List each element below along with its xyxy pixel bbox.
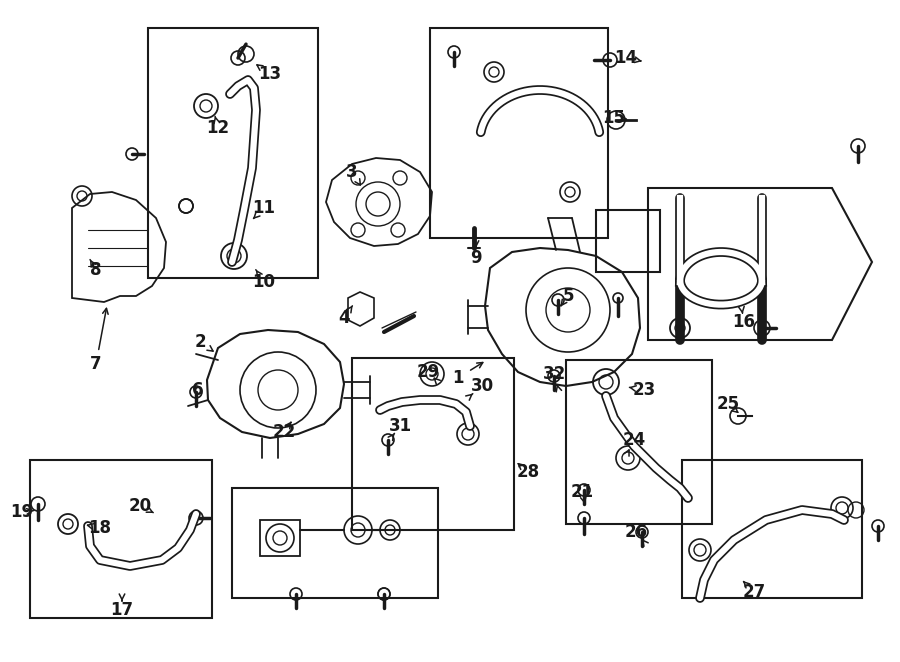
Text: 6: 6 <box>193 381 203 399</box>
Text: 17: 17 <box>111 601 133 619</box>
Bar <box>596 210 660 272</box>
Text: 31: 31 <box>389 417 411 435</box>
Text: 23: 23 <box>633 381 655 399</box>
Text: 32: 32 <box>543 365 565 383</box>
Text: 16: 16 <box>733 313 755 331</box>
Text: 2: 2 <box>194 333 206 351</box>
Text: 28: 28 <box>517 463 540 481</box>
Text: 14: 14 <box>615 49 637 67</box>
Text: 19: 19 <box>11 503 33 521</box>
Text: 5: 5 <box>562 287 574 305</box>
Text: 26: 26 <box>625 523 648 541</box>
Text: 24: 24 <box>623 431 645 449</box>
Text: 13: 13 <box>258 65 282 83</box>
Text: 29: 29 <box>417 363 439 381</box>
Bar <box>430 28 608 238</box>
Text: 7: 7 <box>90 355 102 373</box>
Text: 27: 27 <box>742 583 766 601</box>
Text: 4: 4 <box>338 309 350 327</box>
Text: 25: 25 <box>716 395 740 413</box>
Text: 8: 8 <box>90 261 102 279</box>
Text: 9: 9 <box>470 249 482 267</box>
Text: 21: 21 <box>571 483 594 501</box>
Text: 1: 1 <box>452 369 464 387</box>
Bar <box>682 460 862 598</box>
Bar <box>30 460 212 618</box>
Text: 30: 30 <box>471 377 493 395</box>
Bar <box>352 358 514 530</box>
Text: 10: 10 <box>253 273 275 291</box>
Text: 18: 18 <box>88 519 112 537</box>
Text: 11: 11 <box>253 199 275 217</box>
Text: 15: 15 <box>602 109 626 127</box>
Text: 20: 20 <box>129 497 151 515</box>
Bar <box>232 488 438 598</box>
Text: 3: 3 <box>346 163 358 181</box>
Bar <box>148 28 318 278</box>
Text: 22: 22 <box>273 423 295 441</box>
Bar <box>566 360 712 524</box>
Text: 12: 12 <box>206 119 230 137</box>
